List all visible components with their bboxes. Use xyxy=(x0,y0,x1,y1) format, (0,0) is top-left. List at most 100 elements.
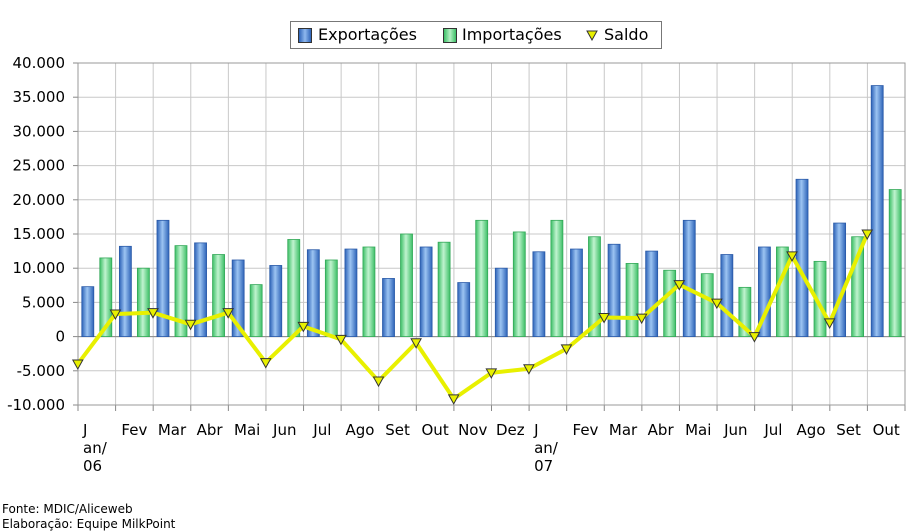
x-tick-label: Out xyxy=(873,421,900,439)
line-saldo xyxy=(76,233,870,401)
bar-importacoes xyxy=(888,189,902,337)
bar-exportacoes xyxy=(269,265,283,337)
legend-label-exportacoes: Exportações xyxy=(318,25,417,44)
bar-exportacoes xyxy=(344,248,358,338)
bar-exportacoes xyxy=(758,246,771,337)
x-tick-label: Ago xyxy=(797,421,826,439)
bar-importacoes xyxy=(136,267,150,338)
x-tick-label: Set xyxy=(385,421,410,439)
y-tick-label: 35.000 xyxy=(13,88,66,106)
bar-importacoes xyxy=(99,257,113,338)
bar-importacoes xyxy=(212,254,225,338)
bar-importacoes xyxy=(362,246,376,337)
bar-exportacoes xyxy=(833,222,847,337)
bar-importacoes xyxy=(512,231,526,337)
y-tick-label: -10.000 xyxy=(7,396,65,414)
bar-exportacoes xyxy=(870,85,884,337)
y-tick-label: 5.000 xyxy=(22,293,65,311)
marker-saldo xyxy=(786,251,798,262)
marker-saldo xyxy=(297,321,310,333)
chart-legend: Exportações Importações Saldo xyxy=(290,21,662,49)
marker-saldo xyxy=(372,376,385,388)
x-tick-label: Abr xyxy=(648,421,675,439)
marker-saldo xyxy=(147,308,159,319)
marker-saldo xyxy=(560,344,573,355)
marker-saldo xyxy=(71,359,84,370)
x-tick-label: Fev xyxy=(121,421,147,439)
y-tick-label: 0 xyxy=(55,328,65,346)
marker-saldo xyxy=(523,364,535,375)
bar-exportacoes xyxy=(645,250,659,338)
marker-saldo xyxy=(598,312,610,324)
x-tick-label: Abr xyxy=(197,421,224,439)
y-tick-label: 40.000 xyxy=(13,54,66,72)
marker-saldo xyxy=(823,318,836,329)
marker-saldo xyxy=(259,358,272,369)
marker-saldo xyxy=(184,319,197,331)
bar-importacoes xyxy=(663,269,677,338)
footer-source: Fonte: MDIC/Aliceweb xyxy=(2,502,133,516)
legend-swatch-importacoes xyxy=(443,28,457,43)
bar-importacoes xyxy=(437,241,451,337)
bar-exportacoes xyxy=(570,248,583,338)
x-tick-label: Out xyxy=(422,421,449,439)
y-tick-label: 20.000 xyxy=(13,191,66,209)
bar-importacoes xyxy=(475,219,489,338)
x-tick-label: Jun xyxy=(723,421,747,439)
x-tick-label: Nov xyxy=(458,421,487,439)
bar-exportacoes xyxy=(457,282,471,337)
y-tick-label: 10.000 xyxy=(13,259,66,277)
bar-exportacoes xyxy=(194,242,207,337)
bar-exportacoes xyxy=(795,178,809,338)
x-tick-label: Jul xyxy=(763,421,782,439)
bar-importacoes xyxy=(249,284,263,337)
x-tick-label: Dez xyxy=(496,421,525,439)
marker-saldo xyxy=(861,229,874,241)
bar-importacoes xyxy=(625,263,639,337)
bar-exportacoes xyxy=(231,259,245,338)
bar-importacoes xyxy=(588,236,601,337)
bar-exportacoes xyxy=(494,267,508,338)
x-tick-label: Mai xyxy=(685,421,711,439)
x-tick-label: Ago xyxy=(345,421,374,439)
y-tick-label: 25.000 xyxy=(13,157,66,175)
bar-exportacoes xyxy=(607,243,621,337)
marker-saldo xyxy=(447,394,460,405)
bar-exportacoes xyxy=(306,249,320,337)
marker-saldo xyxy=(748,332,761,343)
marker-saldo xyxy=(222,308,235,319)
bar-exportacoes xyxy=(720,254,734,338)
marker-saldo xyxy=(673,280,686,291)
y-tick-label: -5.000 xyxy=(17,362,65,380)
x-tick-label: Mar xyxy=(158,421,187,439)
bar-importacoes xyxy=(700,273,714,337)
bar-exportacoes xyxy=(382,278,395,337)
bar-importacoes xyxy=(776,246,789,337)
bar-importacoes xyxy=(174,245,188,338)
plot-frame xyxy=(77,62,906,406)
bar-importacoes xyxy=(550,219,564,338)
legend-label-saldo: Saldo xyxy=(604,25,649,44)
bar-exportacoes xyxy=(81,286,95,337)
x-tick-label: Fev xyxy=(573,421,599,439)
x-tick-label: Mai xyxy=(234,421,260,439)
marker-saldo xyxy=(635,313,648,325)
marker-saldo xyxy=(485,368,498,379)
legend-swatch-exportacoes xyxy=(298,28,312,43)
legend-marker-saldo xyxy=(586,30,598,41)
x-tick-label: Set xyxy=(836,421,861,439)
bar-exportacoes xyxy=(156,219,170,338)
y-tick-label: 30.000 xyxy=(13,122,66,140)
x-tick-label: Jul xyxy=(312,421,331,439)
y-tick-label: 15.000 xyxy=(13,225,66,243)
bar-exportacoes xyxy=(682,219,696,338)
footer-credit: Elaboração: Equipe MilkPoint xyxy=(2,517,176,531)
bar-exportacoes xyxy=(532,251,546,337)
marker-saldo xyxy=(335,334,347,346)
marker-saldo xyxy=(109,309,122,321)
x-tick-label: Jun xyxy=(272,421,296,439)
marker-saldo xyxy=(410,338,422,349)
